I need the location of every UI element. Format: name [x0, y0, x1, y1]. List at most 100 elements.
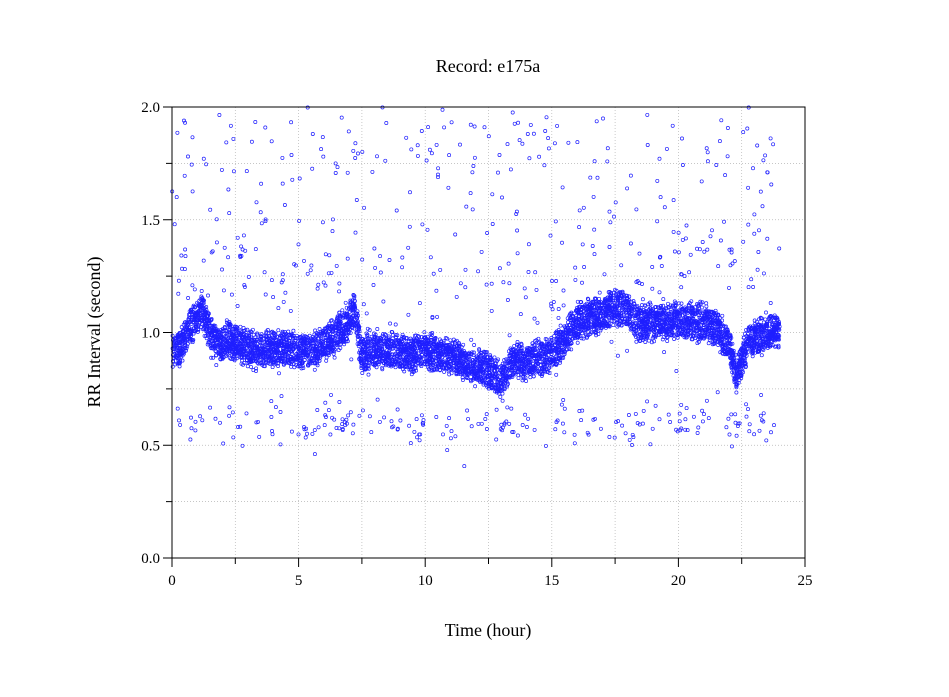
data-point: [498, 394, 503, 399]
data-point: [422, 330, 427, 335]
data-point: [679, 305, 684, 310]
data-point: [269, 330, 274, 335]
data-point: [696, 323, 701, 328]
data-point: [477, 347, 482, 352]
data-point: [209, 323, 214, 328]
data-point: [373, 335, 378, 340]
data-point: [441, 349, 446, 354]
data-point: [209, 316, 214, 321]
data-point: [352, 293, 357, 298]
data-point: [765, 329, 770, 334]
data-point: [197, 303, 202, 308]
data-point: [720, 313, 725, 318]
data-point: [745, 346, 750, 351]
data-point: [434, 367, 439, 372]
data-point: [668, 303, 673, 308]
data-point: [289, 333, 294, 338]
data-point: [348, 302, 353, 307]
data-point: [737, 377, 742, 382]
data-point: [442, 369, 447, 374]
data-point: [650, 336, 655, 341]
data-point: [615, 324, 620, 329]
data-point: [612, 306, 617, 311]
data-point: [261, 364, 266, 369]
data-point: [597, 290, 602, 295]
data-point: [747, 343, 752, 348]
data-point: [554, 337, 559, 342]
data-point: [743, 331, 747, 336]
data-point: [646, 302, 651, 307]
data-point: [764, 310, 768, 315]
data-point: [380, 365, 385, 370]
data-point: [734, 381, 739, 386]
data-point: [634, 339, 639, 344]
data-point: [345, 313, 350, 318]
data-point: [254, 366, 259, 371]
data-point: [335, 318, 340, 323]
data-point: [478, 358, 482, 362]
data-point: [229, 331, 234, 336]
data-point: [513, 370, 518, 375]
data-point: [243, 328, 248, 333]
data-point: [704, 304, 709, 309]
data-point: [684, 335, 689, 340]
data-point: [457, 341, 461, 346]
data-point: [454, 372, 459, 377]
data-point: [413, 366, 418, 371]
data-point: [701, 336, 706, 341]
data-point: [196, 313, 201, 317]
data-points: [170, 105, 782, 469]
data-point: [227, 328, 232, 333]
data-point: [477, 352, 482, 357]
data-point: [340, 308, 345, 313]
data-point: [519, 341, 524, 346]
data-point: [406, 361, 411, 366]
data-point: [366, 340, 371, 345]
data-point: [192, 304, 197, 309]
data-point: [761, 347, 766, 352]
data-point: [211, 355, 216, 360]
data-point: [573, 316, 578, 321]
data-point: [719, 339, 724, 344]
data-point: [706, 341, 711, 346]
data-point: [652, 339, 657, 344]
data-point: [554, 341, 559, 346]
data-point: [479, 353, 484, 358]
data-point: [410, 367, 415, 372]
data-point: [594, 333, 599, 338]
data-point: [352, 326, 357, 331]
data-point: [335, 325, 340, 330]
data-point: [634, 304, 639, 309]
data-point: [752, 322, 757, 326]
data-point: [238, 324, 243, 329]
data-point: [224, 318, 229, 323]
data-point: [170, 333, 175, 338]
data-point: [312, 367, 317, 372]
data-point: [697, 310, 702, 315]
data-point: [650, 322, 655, 327]
data-point: [709, 335, 714, 340]
data-point: [251, 332, 256, 337]
data-point: [565, 339, 570, 344]
data-point: [533, 338, 537, 343]
data-point: [661, 303, 666, 308]
data-point: [402, 359, 407, 364]
data-point: [518, 352, 523, 357]
data-point: [489, 376, 494, 381]
data-point: [172, 349, 177, 354]
data-point: [292, 346, 296, 351]
data-point: [767, 315, 772, 319]
data-point: [389, 359, 394, 364]
data-point: [358, 334, 362, 339]
data-point: [344, 321, 349, 326]
data-point: [524, 348, 529, 353]
data-point: [513, 351, 518, 356]
data-point: [393, 359, 398, 364]
data-point: [666, 314, 671, 318]
data-point: [247, 330, 252, 335]
data-point: [643, 303, 648, 308]
data-point: [637, 332, 642, 337]
data-point: [679, 301, 684, 306]
data-point: [235, 344, 240, 349]
data-point: [435, 346, 439, 351]
